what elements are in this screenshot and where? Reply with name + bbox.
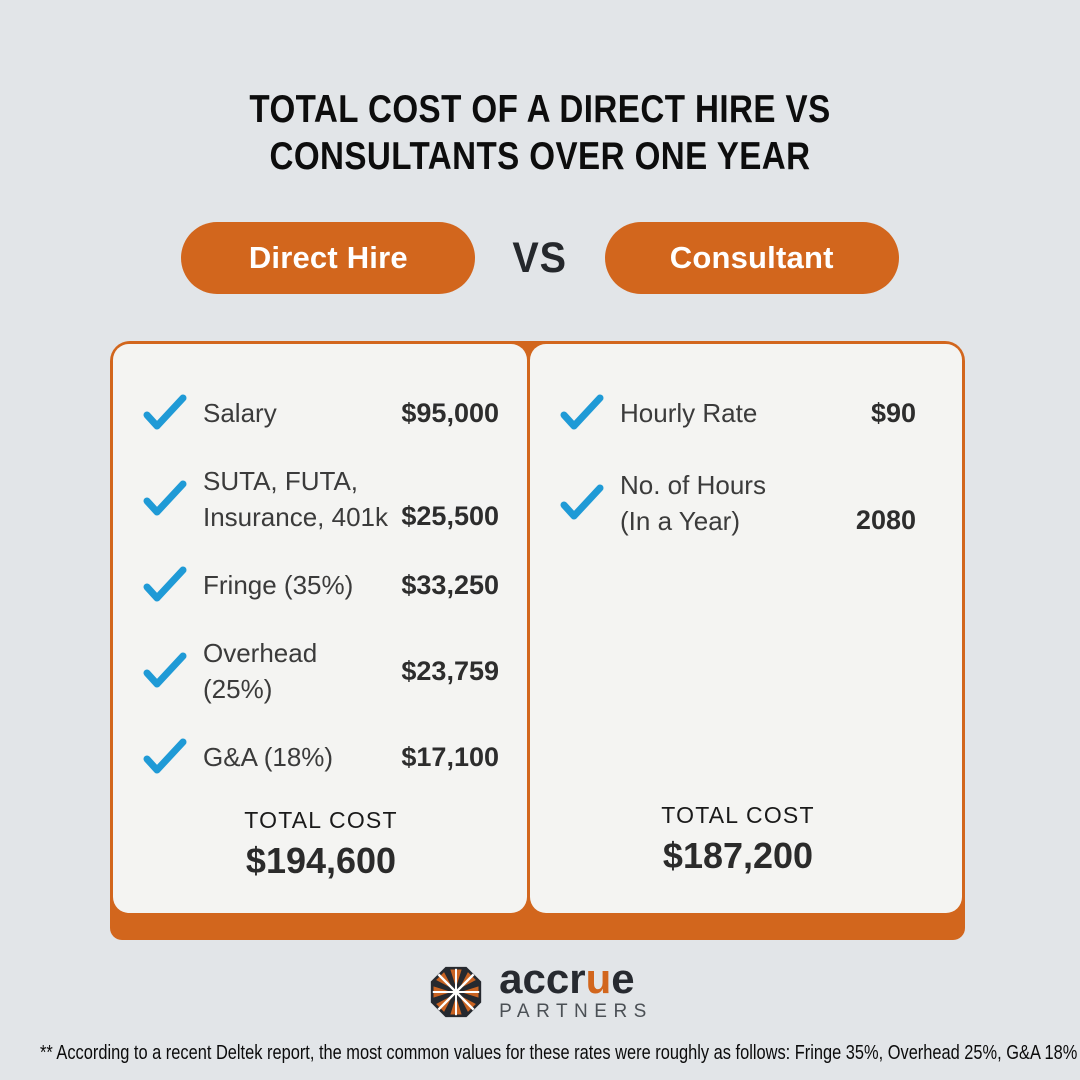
list-item: Overhead (25%) $23,759 bbox=[143, 635, 499, 707]
total-cost-value: $194,600 bbox=[245, 840, 397, 881]
item-value: $90 bbox=[870, 397, 916, 428]
list-item: SUTA, FUTA, Insurance, 401k $25,500 bbox=[143, 463, 499, 535]
check-icon bbox=[143, 652, 187, 688]
item-value: $33,250 bbox=[401, 569, 499, 600]
item-value: 2080 bbox=[855, 505, 916, 535]
logo-word-end: e bbox=[611, 955, 635, 1002]
footnote-text: ** According to a recent Deltek report, … bbox=[40, 1042, 1078, 1064]
check-icon bbox=[560, 484, 604, 520]
logo-tagline: PARTNERS bbox=[499, 1001, 653, 1022]
logo-word-start: accr bbox=[499, 955, 586, 1002]
list-item: Hourly Rate $90 bbox=[560, 394, 916, 432]
check-icon bbox=[560, 394, 604, 430]
direct-hire-pill: Direct Hire bbox=[181, 222, 476, 294]
item-label: Hourly Rate bbox=[620, 398, 758, 428]
check-icon bbox=[143, 394, 187, 430]
comparison-panel: Salary $95,000 SUTA, FUTA, Insurance, 40… bbox=[110, 341, 965, 940]
logo-wordmark: accrue bbox=[499, 958, 653, 1000]
item-value: $23,759 bbox=[401, 655, 499, 686]
total-cost-label: TOTAL COST bbox=[244, 807, 398, 833]
pinwheel-logo-icon bbox=[430, 966, 482, 1017]
total-cost-value: $187,200 bbox=[662, 835, 814, 876]
accrue-partners-logo: accrue PARTNERS bbox=[0, 958, 1080, 1023]
item-label: No. of Hours bbox=[620, 470, 766, 500]
item-label-line2: Insurance, 401k bbox=[203, 502, 389, 532]
footnote: ** According to a recent Deltek report, … bbox=[40, 1042, 1080, 1065]
logo-word-accent: u bbox=[585, 955, 612, 1002]
item-value: $95,000 bbox=[401, 397, 499, 428]
check-icon bbox=[143, 566, 187, 602]
vs-label: VS bbox=[512, 233, 568, 282]
item-label: Fringe (35%) bbox=[203, 570, 354, 600]
consultant-pill: Consultant bbox=[604, 222, 899, 294]
item-label-line2: (In a Year) bbox=[620, 506, 740, 536]
list-item: G&A (18%) $17,100 bbox=[143, 738, 499, 776]
page-title-line2: CONSULTANTS OVER ONE YEAR bbox=[269, 135, 811, 178]
list-item: Fringe (35%) $33,250 bbox=[143, 566, 499, 604]
item-label: Salary bbox=[203, 398, 277, 428]
item-label: Overhead (25%) bbox=[203, 638, 318, 704]
comparison-header: Direct Hire VS Consultant bbox=[0, 222, 1080, 294]
item-value: $17,100 bbox=[401, 741, 499, 772]
check-icon bbox=[143, 480, 187, 516]
total-cost-label: TOTAL COST bbox=[661, 802, 815, 828]
logo-text: accrue PARTNERS bbox=[499, 958, 653, 1023]
direct-hire-card: Salary $95,000 SUTA, FUTA, Insurance, 40… bbox=[113, 344, 527, 913]
page-title-line1: TOTAL COST OF A DIRECT HIRE VS bbox=[249, 88, 831, 131]
item-value: $25,500 bbox=[401, 501, 499, 531]
list-item: Salary $95,000 bbox=[143, 394, 499, 432]
page-title: TOTAL COST OF A DIRECT HIRE VS CONSULTAN… bbox=[0, 86, 1080, 180]
item-label: SUTA, FUTA, bbox=[203, 466, 359, 496]
consultant-card: Hourly Rate $90 No. of Hours (In a Year)… bbox=[530, 344, 962, 913]
consultant-total: TOTAL COST $187,200 bbox=[560, 802, 916, 877]
direct-hire-total: TOTAL COST $194,600 bbox=[143, 807, 499, 882]
list-item: No. of Hours (In a Year) 2080 bbox=[560, 467, 916, 539]
check-icon bbox=[143, 738, 187, 774]
item-label: G&A (18%) bbox=[203, 742, 334, 772]
